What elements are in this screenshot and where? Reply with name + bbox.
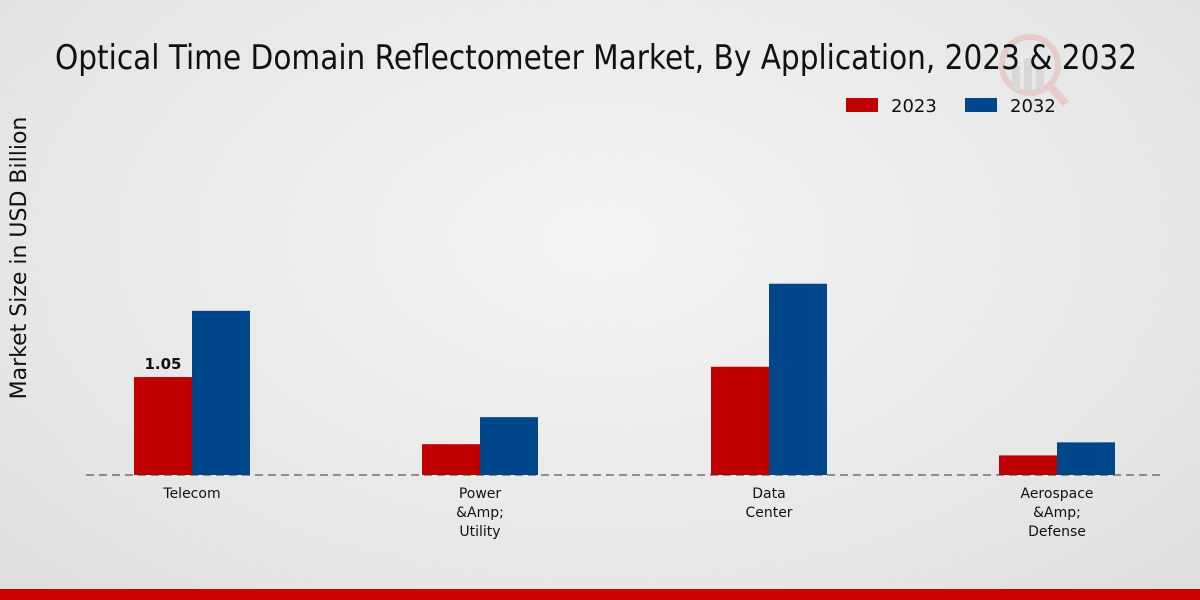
legend: 2023 2032 xyxy=(846,96,1056,117)
y-axis-label: Market Size in USD Billion xyxy=(7,117,32,400)
bar-2023-0 xyxy=(134,377,192,475)
footer-bar xyxy=(0,589,1200,600)
watermark-logo xyxy=(999,34,1069,107)
bar-2023-3 xyxy=(999,455,1057,475)
x-tick-label: Defense xyxy=(1028,524,1086,540)
legend-label-2032: 2032 xyxy=(1010,96,1056,117)
legend-label-2023: 2023 xyxy=(891,96,937,117)
x-tick-label: &Amp; xyxy=(456,505,504,521)
x-tick-label: Power xyxy=(459,486,502,502)
bar-2023-2 xyxy=(711,366,769,475)
x-tick-label: Utility xyxy=(459,524,500,540)
bar-2032-3 xyxy=(1057,442,1115,475)
x-tick-label: Data xyxy=(752,486,785,502)
x-tick-label: Center xyxy=(745,505,792,521)
bar-2032-1 xyxy=(480,417,538,475)
legend-swatch-2023 xyxy=(846,98,878,112)
x-tick-label: Aerospace xyxy=(1020,486,1093,502)
chart-title: Optical Time Domain Reflectometer Market… xyxy=(55,38,1137,78)
x-tick-label: &Amp; xyxy=(1033,505,1081,521)
x-tick-label: Telecom xyxy=(162,486,220,502)
data-label: 1.05 xyxy=(144,355,181,373)
bar-2032-2 xyxy=(769,283,827,475)
bar-2023-1 xyxy=(422,444,480,475)
bar-2032-0 xyxy=(192,310,250,475)
legend-swatch-2032 xyxy=(965,98,997,112)
